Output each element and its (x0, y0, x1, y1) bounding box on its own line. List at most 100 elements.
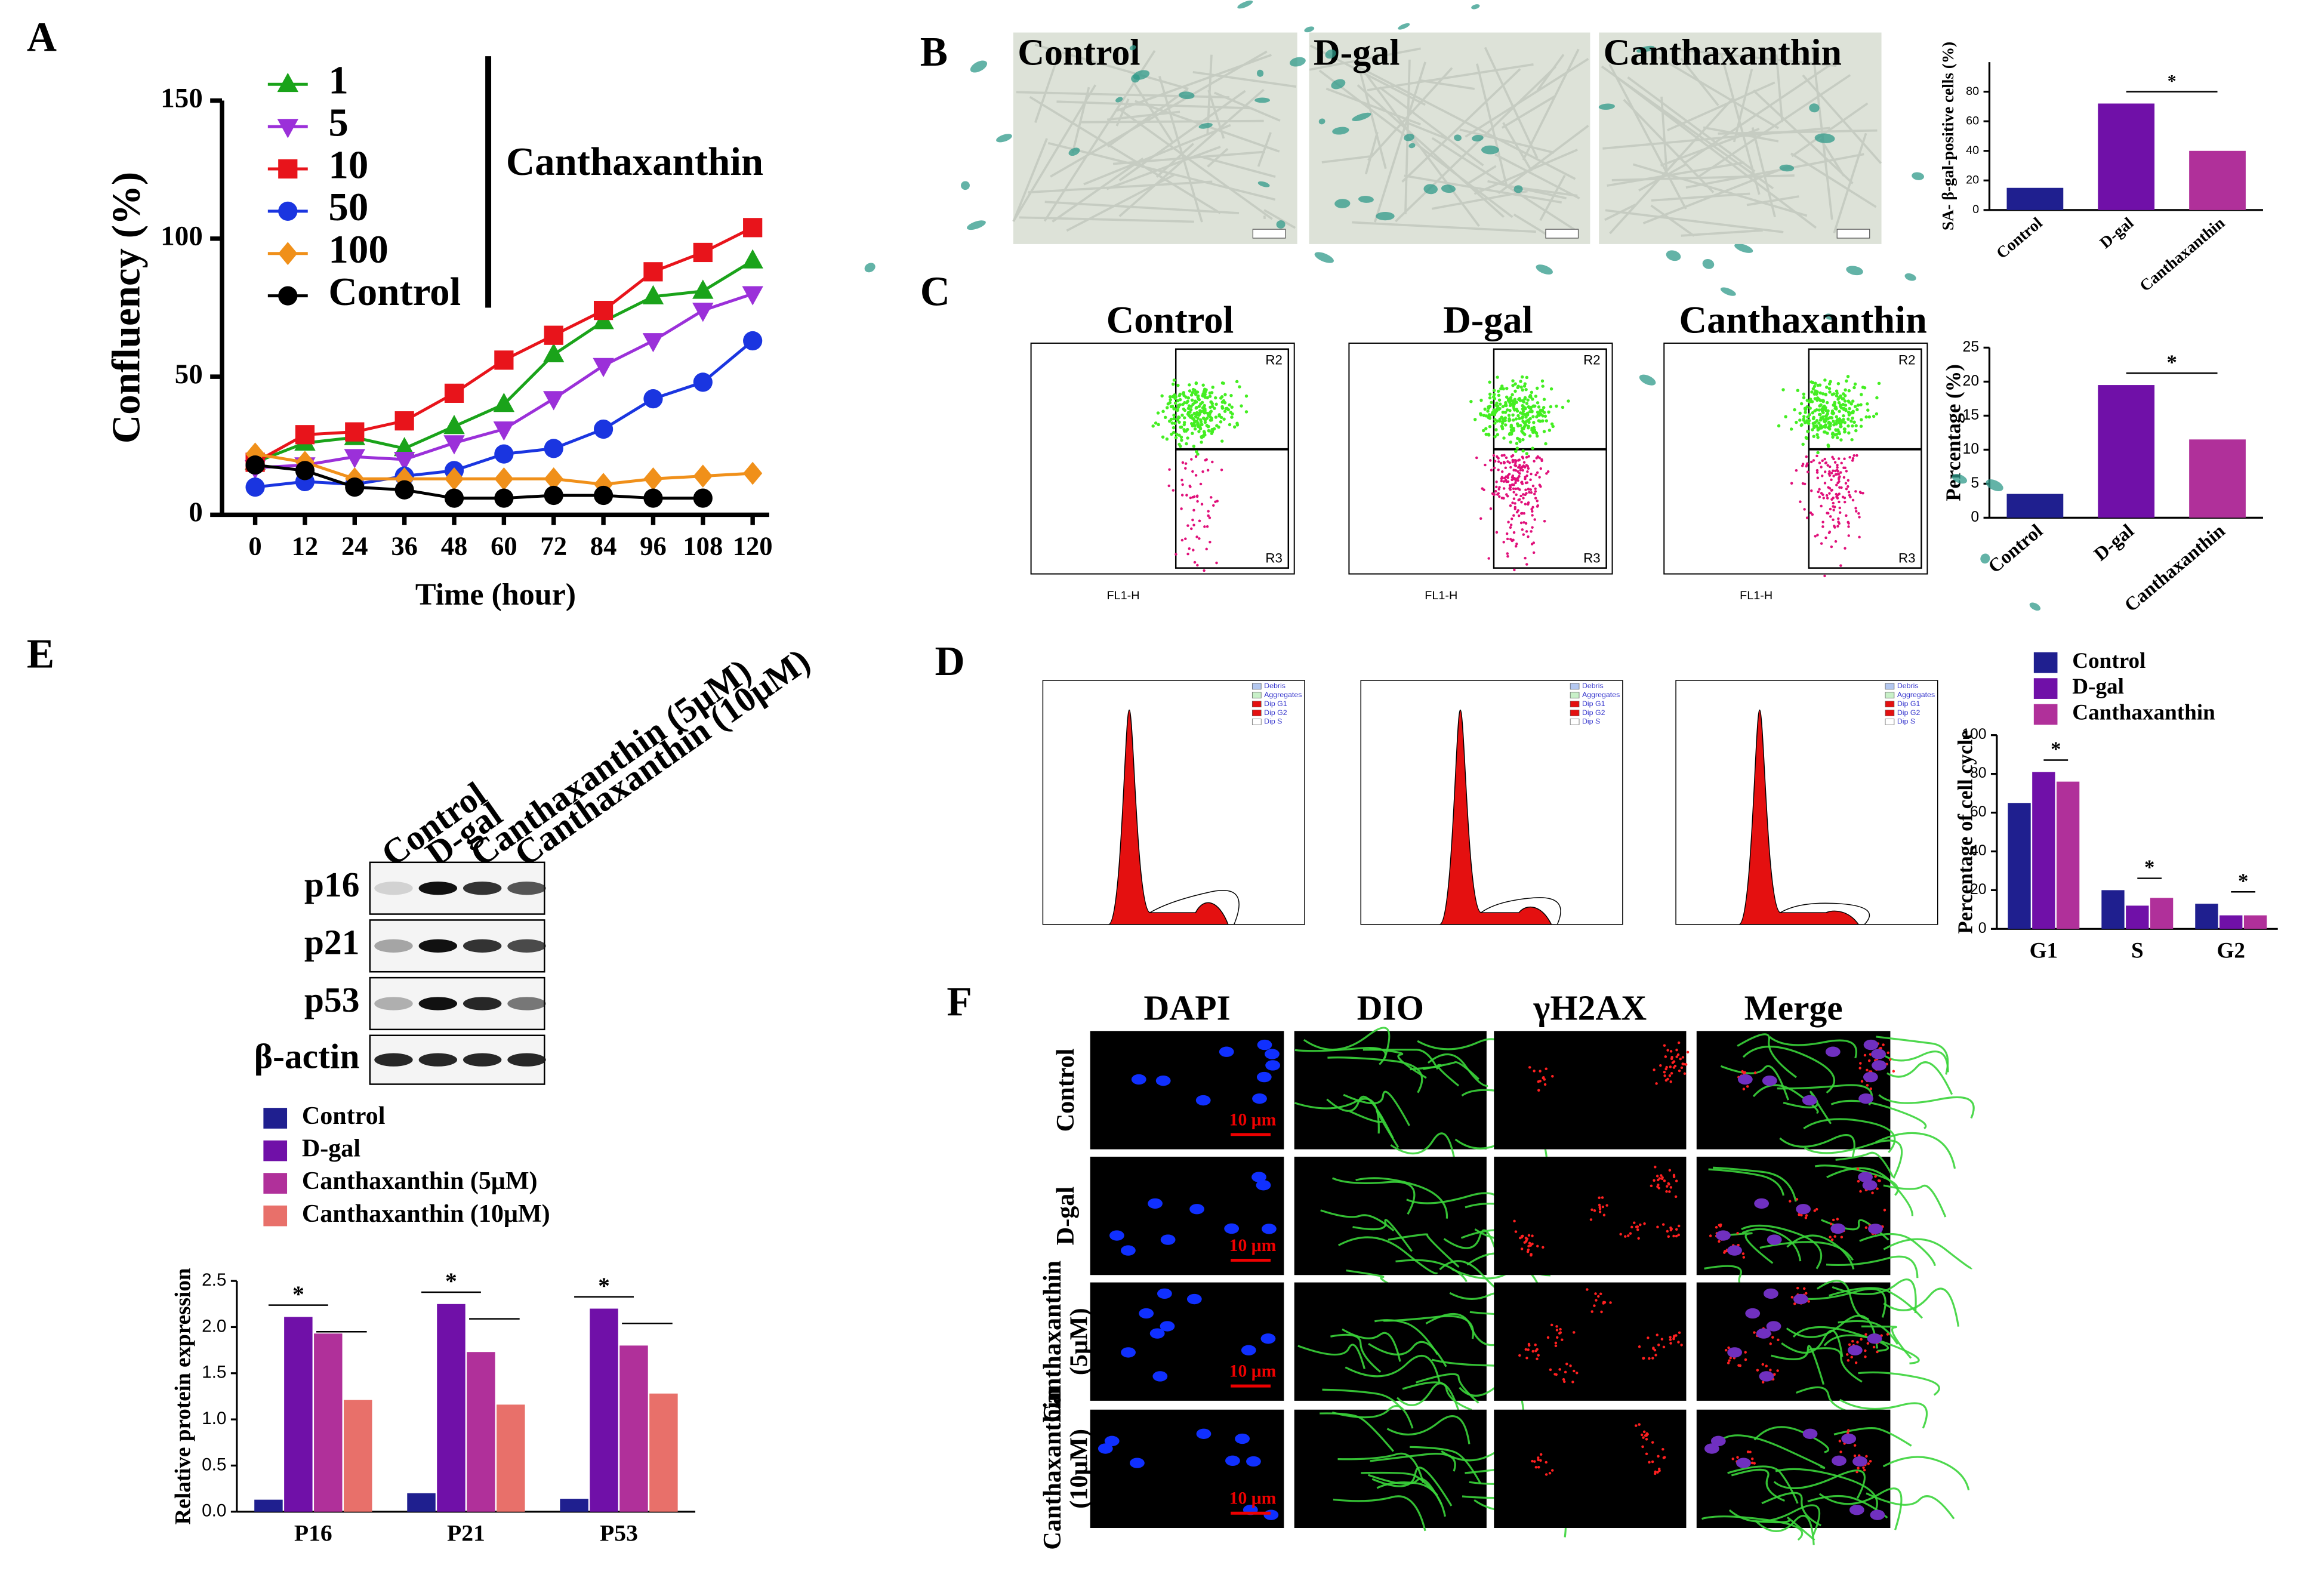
flow-dot (1168, 468, 1171, 471)
foci (1796, 1286, 1799, 1290)
nucleus (1754, 1198, 1770, 1209)
stained-cell (1441, 184, 1456, 193)
stained-cell (1129, 45, 1136, 51)
flow-dot (1505, 387, 1509, 390)
flow-dot (1193, 427, 1197, 431)
flow-dot (1838, 506, 1842, 510)
flow-dot (1533, 518, 1536, 521)
flow-dot (1542, 430, 1546, 433)
flow-dot (1180, 438, 1183, 442)
flow-dot (1812, 384, 1817, 388)
flow-dot (1523, 433, 1527, 436)
flow-dot (1180, 538, 1184, 542)
foci (1545, 1067, 1548, 1070)
membrane (1773, 1469, 1866, 1499)
flow-dot (1173, 421, 1177, 426)
flow-dot (1814, 535, 1817, 538)
flow-dot (1191, 417, 1195, 420)
legend-swatch (1885, 692, 1895, 699)
foci (1546, 1336, 1550, 1339)
flow-dot (1203, 409, 1207, 412)
lane-label: Canthaxanthin (5μM) (463, 651, 758, 874)
foci (1636, 1228, 1639, 1231)
flow-dot (1498, 402, 1502, 406)
flow-dot (1196, 417, 1200, 420)
cell-streak (1619, 78, 1817, 229)
flow-dot (1521, 388, 1524, 392)
flow-dot (1825, 386, 1829, 389)
flow-dot (1203, 387, 1207, 391)
line (255, 463, 703, 500)
foci (1677, 1224, 1681, 1228)
cell-streak (1013, 138, 1048, 221)
flow-dot (1522, 533, 1525, 536)
plot-frame (1663, 342, 1928, 575)
nucleus (1160, 1321, 1175, 1332)
significance-label: * (2166, 350, 2177, 374)
flow-dot (1841, 397, 1845, 400)
image-background (1696, 1282, 1891, 1401)
membrane (1331, 1177, 1416, 1215)
flow-dot (1835, 392, 1839, 395)
foci (1629, 1232, 1632, 1235)
flow-dot (1527, 467, 1530, 470)
gate-label: R2 (1898, 353, 1916, 368)
legend-swatch (1251, 719, 1262, 725)
flow-dot (1511, 379, 1515, 383)
foci (1655, 1082, 1658, 1085)
marker (493, 421, 515, 441)
flow-dot (1534, 487, 1537, 491)
flow-dot (1502, 417, 1506, 421)
flow-dot (1223, 409, 1227, 413)
flow-dot (1224, 406, 1228, 411)
nucleus (1756, 1328, 1771, 1339)
membrane (1701, 1515, 1804, 1541)
membrane (1741, 1224, 1823, 1270)
flow-dot (1847, 431, 1851, 435)
flow-dot (1851, 459, 1854, 462)
flow-dot (1509, 504, 1512, 507)
flow-dot (1801, 482, 1805, 485)
flow-dot (1838, 511, 1842, 514)
flow-dot (1842, 427, 1846, 431)
flow-dot (1514, 417, 1518, 421)
flow-dot (1543, 520, 1546, 523)
foci (1846, 1429, 1850, 1432)
flow-dot (1200, 400, 1204, 405)
legend-label: Control (302, 1102, 386, 1130)
foci (1872, 1345, 1876, 1349)
nucleus (1767, 1234, 1782, 1245)
flow-dot (1490, 400, 1493, 405)
flow-dot (1505, 532, 1509, 535)
stained-cell (1332, 127, 1349, 135)
stained-cell (1814, 133, 1835, 143)
foci (1892, 1070, 1895, 1073)
flow-dot (1824, 470, 1827, 473)
cell-streak (1651, 192, 1750, 202)
flow-dot (1505, 395, 1509, 399)
legend-label: 5 (328, 100, 348, 144)
foci (1728, 1359, 1731, 1362)
foci (1729, 1356, 1732, 1360)
flow-dot (1513, 476, 1516, 480)
flow-dot (1185, 442, 1188, 446)
flow-dot (1533, 428, 1536, 432)
foci (1520, 1235, 1524, 1239)
x-tick-label: Canthaxanthin (2136, 214, 2228, 295)
foci (1534, 1349, 1537, 1352)
panel-label: B (920, 29, 948, 75)
foci (1602, 1213, 1606, 1216)
flow-dot (1561, 405, 1565, 409)
legend-label: 1 (328, 58, 348, 103)
legend-swatch (1570, 701, 1580, 707)
flow-dot (1495, 485, 1498, 489)
flow-dot (1491, 411, 1494, 415)
flow-dot (1211, 460, 1214, 464)
flow-dot (1509, 538, 1512, 541)
flow-dot (1851, 457, 1855, 460)
y-tick-label: 5 (1971, 475, 1979, 491)
membrane (1386, 1415, 1471, 1444)
flow-dot (1475, 456, 1478, 460)
